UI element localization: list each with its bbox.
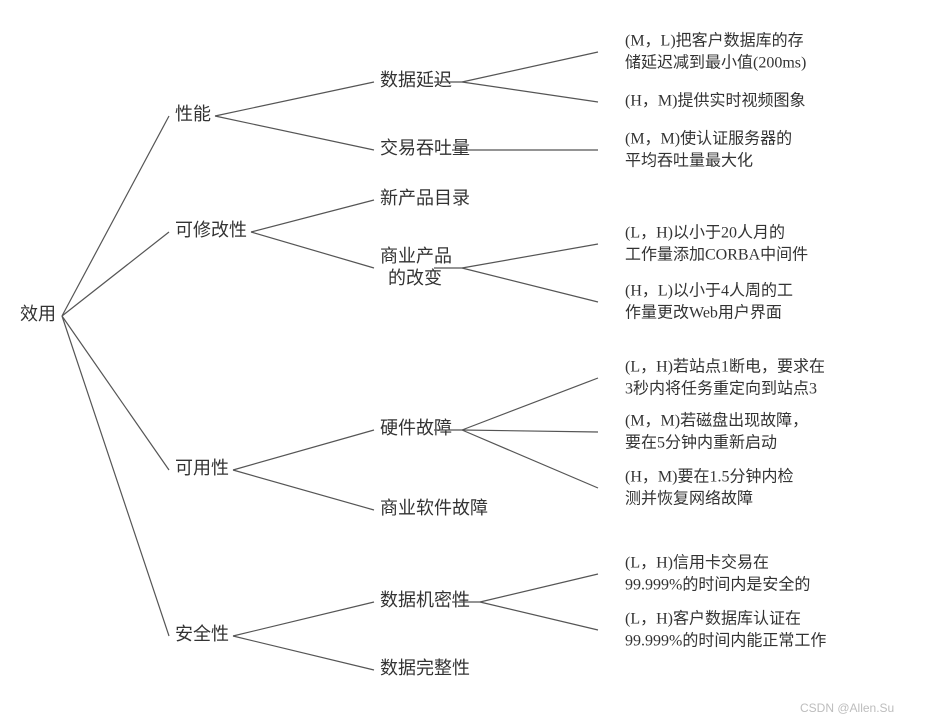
leaf-bizchange-1-l1: 作量更改Web用户界面 — [625, 304, 782, 322]
leaf-confid-1-l0: (L，H)客户数据库认证在 — [625, 610, 801, 628]
leaf-hwfault-1-l1: 要在5分钟内重新启动 — [625, 434, 777, 452]
leaf-bizchange-1-l0: (H，L)以小于4人周的工 — [625, 282, 793, 300]
level2-node-latency: 数据延迟 — [380, 70, 452, 90]
leaf-bizchange-0-l1: 工作量添加CORBA中间件 — [625, 246, 808, 264]
leaf-bizchange-0-l0: (L，H)以小于20人月的 — [625, 224, 785, 242]
level1-node-avail: 可用性 — [175, 458, 229, 478]
leaf-hwfault-0-l0: (L，H)若站点1断电，要求在 — [625, 358, 825, 376]
leaf-hwfault-1-l0: (M，M)若磁盘出现故障， — [625, 411, 808, 430]
leaf-hwfault-2-l1: 测并恢复网络故障 — [625, 489, 753, 508]
watermark: CSDN @Allen.Su — [800, 701, 894, 715]
leaf-confid-0-l0: (L，H)信用卡交易在 — [625, 554, 769, 572]
level1-node-modif: 可修改性 — [175, 220, 247, 240]
leaf-latency-0-l1: 储延迟减到最小值(200ms) — [625, 54, 806, 72]
level1-node-secur: 安全性 — [175, 624, 229, 644]
leaf-latency-0-l0: (M，L)把客户数据库的存 — [625, 32, 804, 50]
leaf-hwfault-2-l0: (H，M)要在1.5分钟内检 — [625, 468, 793, 486]
utility-tree-diagram: 效用 性能可修改性可用性安全性 数据延迟交易吞吐量新产品目录商业产品的改变硬件故障商… — [0, 0, 931, 720]
level2-node-newprod: 新产品目录 — [380, 188, 470, 208]
leaf-confid-0-l1: 99.999%的时间内是安全的 — [625, 576, 810, 594]
level2-node-bizchange-l1: 商业产品 — [380, 246, 452, 266]
leaf-latency-1-l0: (H，M)提供实时视频图象 — [625, 92, 805, 110]
level2-node-hwfault: 硬件故障 — [380, 418, 452, 438]
level2-node-swfault: 商业软件故障 — [380, 498, 488, 518]
level1-node-perf: 性能 — [175, 104, 211, 124]
leaf-hwfault-0-l1: 3秒内将任务重定向到站点3 — [625, 380, 817, 398]
leaf-throughput-0-l1: 平均吞吐量最大化 — [625, 152, 753, 170]
level2-node-throughput: 交易吞吐量 — [380, 138, 470, 158]
level2-node-integ: 数据完整性 — [380, 658, 470, 678]
level2-node-confid: 数据机密性 — [380, 590, 470, 610]
leaf-confid-1-l1: 99.999%的时间内能正常工作 — [625, 632, 826, 650]
root-node: 效用 — [20, 304, 56, 324]
leaf-throughput-0-l0: (M，M)使认证服务器的 — [625, 130, 792, 148]
level2-node-bizchange-l2: 的改变 — [388, 268, 442, 288]
